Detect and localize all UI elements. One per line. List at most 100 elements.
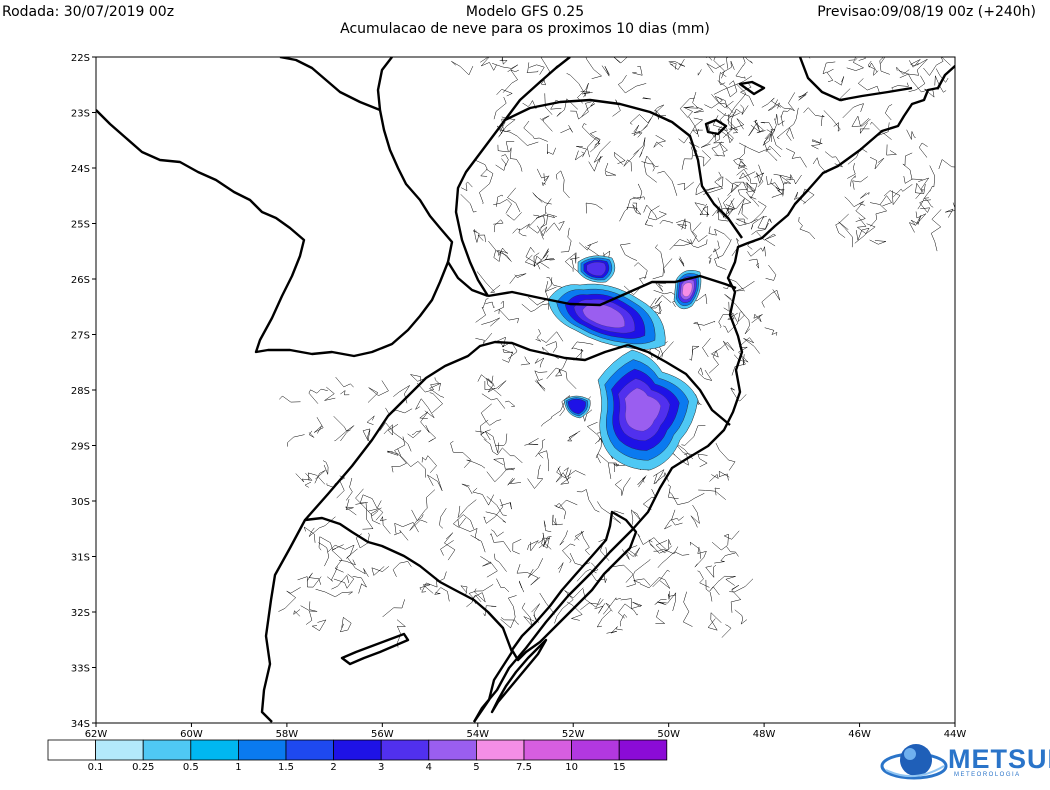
sc-rs-border xyxy=(627,343,731,426)
lat-tick-label: 30S xyxy=(71,497,90,508)
municipal-border-segment xyxy=(678,117,704,144)
political-borders xyxy=(96,57,955,723)
municipal-border-segment xyxy=(737,189,752,215)
municipal-border-segment xyxy=(421,455,437,473)
municipal-border-segment xyxy=(540,213,557,228)
rs-uruguay-border xyxy=(260,516,514,723)
municipal-border-segment xyxy=(634,262,648,280)
municipal-border-segment xyxy=(712,240,720,259)
municipal-border-segment xyxy=(297,576,322,588)
municipal-border-segment xyxy=(392,561,412,577)
municipal-border-segment xyxy=(444,532,456,561)
municipal-border-segment xyxy=(407,430,422,439)
municipal-border-segment xyxy=(472,487,494,506)
municipal-border-segment xyxy=(483,498,504,524)
municipal-border-segment xyxy=(501,447,523,464)
municipal-border-segment xyxy=(493,199,512,214)
municipal-border-segment xyxy=(314,470,326,484)
municipal-border-segment xyxy=(594,603,606,614)
municipal-border-segment xyxy=(426,474,443,491)
municipal-border-segment xyxy=(557,562,564,573)
municipal-border-segment xyxy=(560,124,573,134)
municipal-border-segment xyxy=(545,198,552,214)
colorbar-label: 0.1 xyxy=(88,762,104,773)
municipal-border-segment xyxy=(545,286,557,310)
municipal-border-segment xyxy=(708,226,731,241)
municipal-border-segment xyxy=(355,488,379,517)
colorbar-swatch xyxy=(237,739,287,761)
municipal-border-segment xyxy=(333,573,355,589)
lon-tick-label: 56W xyxy=(371,729,394,740)
municipal-border-segment xyxy=(647,205,668,221)
municipal-border-segment xyxy=(717,197,734,220)
municipal-border-segment xyxy=(626,196,645,210)
municipal-border-segment xyxy=(619,613,628,627)
municipal-border-segment xyxy=(766,176,781,191)
municipal-border-segment xyxy=(852,176,868,190)
municipal-border-segment xyxy=(502,69,519,93)
colorbar-label: 1.5 xyxy=(278,762,294,773)
municipal-border-segment xyxy=(370,507,382,525)
municipal-border-segment xyxy=(613,463,620,473)
municipal-border-segment xyxy=(539,592,555,615)
municipal-border-segment xyxy=(653,471,669,485)
municipal-border-segment xyxy=(461,181,473,192)
municipal-border-segment xyxy=(906,129,916,141)
municipal-border-segment xyxy=(869,239,886,245)
municipal-border-segment xyxy=(650,539,671,554)
lon-tick-label: 58W xyxy=(276,729,299,740)
municipal-border-segment xyxy=(344,499,357,516)
municipal-border-segment xyxy=(690,222,702,245)
municipal-border-segment xyxy=(524,438,539,446)
lon-tick-label: 62W xyxy=(85,729,108,740)
municipal-border-segment xyxy=(735,65,746,79)
municipal-border-segment xyxy=(581,101,595,117)
municipal-border-segment xyxy=(416,382,441,393)
municipal-border-segment xyxy=(340,425,355,442)
snow-accumulation-shading xyxy=(547,255,702,471)
municipal-border-segment xyxy=(355,502,374,530)
municipal-border-segment xyxy=(902,152,913,180)
globe-icon xyxy=(880,744,948,780)
municipal-border-segment xyxy=(439,508,447,529)
municipal-border-segment xyxy=(886,144,898,156)
municipal-border-segment xyxy=(718,470,730,481)
lake-argentina xyxy=(340,632,410,666)
municipal-border-segment xyxy=(915,177,930,199)
title-block: Modelo GFS 0.25 Acumulacao de neve para … xyxy=(0,4,1050,38)
municipal-border-segment xyxy=(495,158,506,171)
municipal-border-segment xyxy=(362,428,371,443)
municipal-border-segment xyxy=(727,182,742,196)
municipal-border-segment xyxy=(566,601,583,621)
municipal-border-segment xyxy=(734,354,745,366)
municipal-border-segment xyxy=(714,142,728,157)
municipal-border-segment xyxy=(536,225,548,240)
colorbar-label: 10 xyxy=(565,762,578,773)
municipal-border-segment xyxy=(335,376,354,388)
municipal-border-segment xyxy=(713,75,753,95)
municipal-border-segment xyxy=(834,76,845,86)
municipal-border-segment xyxy=(500,595,517,629)
municipal-border-segment xyxy=(309,601,318,612)
municipal-border-segment xyxy=(930,209,942,252)
municipal-border-segment xyxy=(586,137,601,158)
municipal-border-segment xyxy=(501,341,518,359)
municipal-border-segment xyxy=(642,97,651,100)
municipal-border-segment xyxy=(619,243,638,261)
municipal-border-segment xyxy=(409,514,428,531)
municipal-border-segment xyxy=(780,107,792,127)
municipal-border-segment xyxy=(543,520,552,533)
municipal-border-segment xyxy=(734,609,748,625)
municipal-border-segment xyxy=(279,395,301,403)
municipal-border-segment xyxy=(823,110,841,132)
lon-tick-label: 44W xyxy=(944,729,967,740)
municipal-border-segment xyxy=(689,345,700,361)
municipal-border-segment xyxy=(497,247,508,256)
municipal-border-segment xyxy=(331,574,350,590)
municipal-border-segment xyxy=(716,208,733,222)
colorbar-swatch xyxy=(190,739,239,761)
municipal-border-segment xyxy=(481,393,506,409)
municipal-border-segment xyxy=(642,104,665,130)
municipal-border-segment xyxy=(460,194,477,213)
municipal-border-segment xyxy=(918,142,928,158)
